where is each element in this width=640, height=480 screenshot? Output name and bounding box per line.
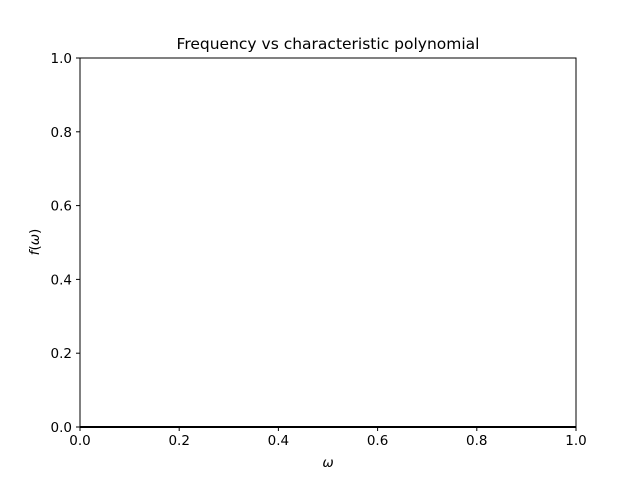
y-tick-label: 0.0 [51, 420, 72, 436]
y-tick-label: 1.0 [51, 51, 72, 67]
y-axis-label: f(ω) [27, 229, 43, 256]
x-axis-ticks: 0.0 0.2 0.4 0.6 0.8 1.0 [69, 427, 587, 449]
plot-area [80, 58, 576, 427]
x-tick-label: 0.8 [466, 433, 487, 449]
x-tick-label: 0.6 [367, 433, 388, 449]
x-tick-label: 1.0 [565, 433, 586, 449]
chart-title: Frequency vs characteristic polynomial [177, 35, 480, 53]
y-axis-label-var: ω [27, 234, 43, 245]
x-tick-label: 0.2 [168, 433, 189, 449]
y-axis-label-func: f [27, 248, 43, 255]
y-tick-label: 0.4 [51, 272, 72, 288]
y-axis-label-close-paren: ) [27, 229, 43, 234]
x-tick-label: 0.4 [268, 433, 289, 449]
x-axis-label-var: ω [322, 455, 333, 471]
plot-frame [79, 57, 577, 428]
y-tick-label: 0.8 [51, 125, 72, 141]
x-axis-label: ω [322, 455, 333, 471]
y-tick-label: 0.6 [51, 199, 72, 215]
x-tick-label: 0.0 [69, 433, 90, 449]
y-axis-label-open-paren: ( [27, 245, 43, 250]
y-axis-ticks: 0.0 0.2 0.4 0.6 0.8 1.0 [51, 51, 80, 436]
y-tick-label: 0.2 [51, 346, 72, 362]
